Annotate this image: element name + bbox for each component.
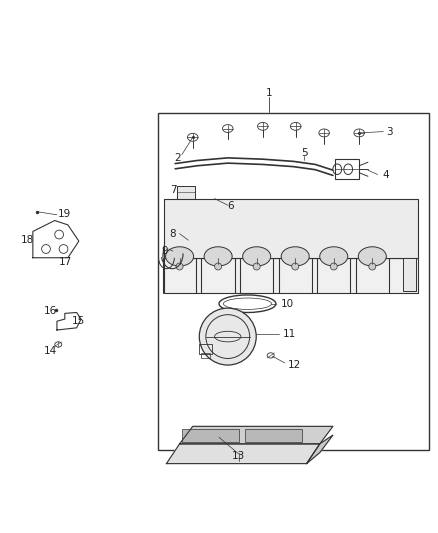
Bar [164,199,418,258]
Ellipse shape [199,308,256,365]
Text: 9: 9 [161,246,168,256]
Text: 2: 2 [174,153,181,163]
Ellipse shape [243,247,271,266]
Polygon shape [307,435,333,464]
Ellipse shape [369,263,376,270]
Ellipse shape [292,263,299,270]
Text: 19: 19 [58,209,71,219]
Text: 14: 14 [44,345,57,356]
Ellipse shape [330,263,337,270]
Text: 5: 5 [301,149,308,158]
Text: 1: 1 [266,88,273,99]
Text: 17: 17 [59,257,72,267]
Bar [177,187,195,199]
Ellipse shape [215,263,222,270]
Text: 3: 3 [386,127,393,136]
Ellipse shape [358,247,386,266]
Text: 12: 12 [288,360,301,370]
Text: 7: 7 [170,185,177,195]
Text: 13: 13 [232,451,245,461]
Bar [201,353,210,359]
Ellipse shape [320,247,348,266]
Text: 15: 15 [72,316,85,326]
Ellipse shape [281,247,309,266]
Ellipse shape [253,263,260,270]
Ellipse shape [166,247,194,266]
Text: 16: 16 [44,306,57,316]
Text: 10: 10 [280,298,293,309]
Bar [335,159,359,179]
Text: 6: 6 [227,201,234,212]
Ellipse shape [176,263,183,270]
Text: 11: 11 [283,328,296,338]
Bar [182,430,239,442]
Bar [403,258,416,290]
Text: 18: 18 [21,235,34,245]
Ellipse shape [204,247,232,266]
Bar [245,430,302,442]
Polygon shape [180,426,333,444]
Bar [158,113,429,450]
Text: 8: 8 [170,229,177,239]
Polygon shape [166,444,320,464]
Text: 4: 4 [382,169,389,180]
Bar [199,344,212,354]
Bar [164,258,418,293]
